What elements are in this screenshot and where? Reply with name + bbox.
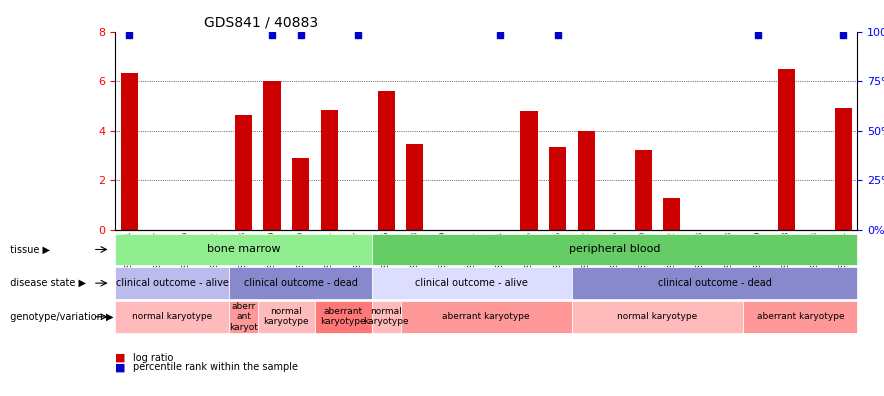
Text: tissue ▶: tissue ▶	[4, 244, 50, 255]
Text: aberrant karyotype: aberrant karyotype	[757, 312, 844, 321]
Bar	[263, 81, 280, 230]
Text: clinical outcome - dead: clinical outcome - dead	[658, 278, 772, 288]
Text: GDS841 / 40883: GDS841 / 40883	[204, 15, 318, 29]
Bar	[778, 69, 795, 230]
Text: normal
karyotype: normal karyotype	[363, 307, 409, 326]
Bar	[120, 72, 138, 230]
Text: clinical outcome - alive: clinical outcome - alive	[116, 278, 228, 288]
Text: genotype/variation ▶: genotype/variation ▶	[4, 312, 114, 322]
Text: clinical outcome - dead: clinical outcome - dead	[244, 278, 357, 288]
Text: ■: ■	[115, 352, 126, 363]
Bar	[521, 111, 537, 230]
Text: aberr
ant
karyot: aberr ant karyot	[229, 302, 258, 332]
Bar	[321, 110, 338, 230]
Bar	[577, 131, 595, 230]
Text: normal karyotype: normal karyotype	[132, 312, 212, 321]
Bar	[663, 198, 681, 230]
Text: percentile rank within the sample: percentile rank within the sample	[133, 362, 298, 373]
Text: aberrant
karyotype: aberrant karyotype	[321, 307, 366, 326]
Bar	[407, 144, 423, 230]
Text: peripheral blood: peripheral blood	[569, 244, 660, 255]
Bar	[235, 114, 252, 230]
Text: bone marrow: bone marrow	[207, 244, 280, 255]
Bar	[834, 109, 852, 230]
Bar	[292, 158, 309, 230]
Text: normal
karyotype: normal karyotype	[263, 307, 309, 326]
Text: clinical outcome - alive: clinical outcome - alive	[415, 278, 529, 288]
Bar	[635, 150, 652, 230]
Text: aberrant karyotype: aberrant karyotype	[442, 312, 530, 321]
Text: normal karyotype: normal karyotype	[617, 312, 697, 321]
Bar	[549, 147, 566, 230]
Text: disease state ▶: disease state ▶	[4, 278, 87, 288]
Bar	[377, 91, 395, 230]
Text: log ratio: log ratio	[133, 352, 173, 363]
Text: ■: ■	[115, 362, 126, 373]
